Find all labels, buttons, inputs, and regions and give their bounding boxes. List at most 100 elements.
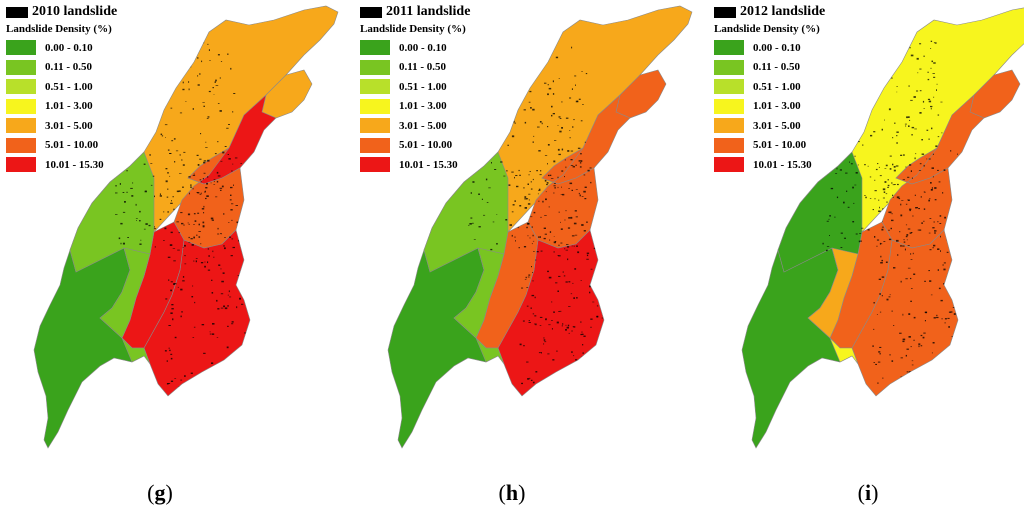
landslide-mark xyxy=(145,42,147,44)
landslide-mark xyxy=(149,154,151,156)
landslide-mark xyxy=(834,216,836,218)
landslide-mark xyxy=(244,332,247,334)
landslide-mark xyxy=(933,244,936,247)
landslide-mark xyxy=(583,190,586,193)
landslide-mark xyxy=(528,193,531,195)
landslide-mark xyxy=(178,49,180,50)
landslide-mark xyxy=(852,186,854,189)
landslide-mark xyxy=(892,196,894,198)
landslide-mark xyxy=(205,141,207,143)
landslide-mark xyxy=(539,174,542,176)
landslide-mark xyxy=(209,333,212,335)
landslide-mark xyxy=(558,116,561,118)
landslide-mark xyxy=(827,164,829,166)
landslide-mark xyxy=(558,244,560,246)
landslide-mark xyxy=(507,144,509,146)
landslide-mark xyxy=(176,74,179,76)
landslide-mark xyxy=(252,313,254,314)
landslide-mark xyxy=(880,262,883,264)
landslide-mark xyxy=(601,367,603,368)
landslide-mark xyxy=(495,51,498,52)
landslide-mark xyxy=(119,163,122,165)
landslide-mark xyxy=(165,180,168,183)
landslide-mark xyxy=(929,280,932,282)
landslide-mark xyxy=(166,360,168,362)
landslide-mark xyxy=(213,184,216,185)
landslide-mark xyxy=(543,237,546,240)
landslide-mark xyxy=(119,114,121,116)
landslide-mark xyxy=(569,137,571,139)
landslide-mark xyxy=(180,288,183,291)
landslide-mark xyxy=(888,54,890,55)
landslide-mark xyxy=(115,192,118,194)
landslide-mark xyxy=(169,175,171,177)
landslide-mark xyxy=(575,379,577,382)
landslide-mark xyxy=(179,112,183,114)
landslide-mark xyxy=(167,211,169,213)
landslide-mark xyxy=(953,313,956,315)
landslide-mark xyxy=(201,208,205,210)
legend-item: 3.01 - 5.00 xyxy=(6,116,117,136)
landslide-mark xyxy=(544,82,547,84)
landslide-mark xyxy=(519,343,522,346)
legend-item: 0.11 - 0.50 xyxy=(6,58,117,78)
landslide-mark xyxy=(224,237,226,238)
legend-label: 5.01 - 10.00 xyxy=(753,139,807,152)
landslide-mark xyxy=(881,226,884,228)
landslide-mark xyxy=(952,348,955,350)
landslide-mark xyxy=(928,270,930,272)
landslide-mark xyxy=(877,361,881,363)
landslide-mark xyxy=(559,310,562,312)
landslide-mark xyxy=(242,367,244,370)
landslide-mark xyxy=(601,317,603,319)
landslide-mark xyxy=(553,251,555,253)
landslide-mark xyxy=(565,281,568,283)
landslide-mark xyxy=(475,119,479,121)
landslide-mark xyxy=(874,236,876,238)
landslide-mark xyxy=(496,243,498,245)
landslide-mark xyxy=(548,206,550,208)
landslide-mark xyxy=(167,383,171,384)
legend-title-text: 2011 landslide xyxy=(386,4,471,19)
landslide-mark xyxy=(940,101,943,103)
landslide-mark xyxy=(600,218,602,220)
landslide-mark xyxy=(547,144,550,146)
landslide-mark xyxy=(554,241,557,242)
landslide-mark xyxy=(553,185,556,187)
landslide-mark xyxy=(909,119,911,121)
landslide-mark xyxy=(951,274,953,276)
landslide-mark xyxy=(544,215,547,216)
landslide-mark xyxy=(878,166,880,168)
landslide-mark xyxy=(879,353,881,355)
landslide-mark xyxy=(122,192,125,193)
landslide-mark xyxy=(216,337,219,338)
landslide-mark xyxy=(931,352,933,354)
map-panel-2011: 2011 landslide Landslide Density (%) 0.0… xyxy=(354,0,694,510)
landslide-mark xyxy=(149,78,152,80)
landslide-mark xyxy=(907,176,910,178)
legend-label: 1.01 - 3.00 xyxy=(399,100,447,113)
landslide-mark xyxy=(936,89,937,91)
landslide-mark xyxy=(888,211,890,213)
landslide-mark xyxy=(572,386,574,388)
landslide-mark xyxy=(475,76,478,78)
landslide-mark xyxy=(170,202,173,204)
landslide-mark xyxy=(208,49,210,51)
landslide-mark xyxy=(930,105,933,108)
landslide-mark xyxy=(916,207,918,209)
landslide-mark xyxy=(531,266,532,268)
landslide-mark xyxy=(193,224,195,225)
landslide-mark xyxy=(135,118,138,121)
landslide-mark xyxy=(606,246,609,248)
landslide-mark xyxy=(836,135,839,136)
landslide-mark xyxy=(580,153,582,155)
legend-label: 0.51 - 1.00 xyxy=(753,80,801,93)
landslide-mark xyxy=(228,158,231,160)
landslide-mark xyxy=(165,298,168,300)
landslide-mark xyxy=(540,216,542,218)
landslide-mark xyxy=(221,280,224,283)
landslide-mark xyxy=(537,193,539,195)
landslide-mark xyxy=(571,46,573,49)
landslide-mark xyxy=(130,187,133,189)
landslide-mark xyxy=(548,276,552,279)
